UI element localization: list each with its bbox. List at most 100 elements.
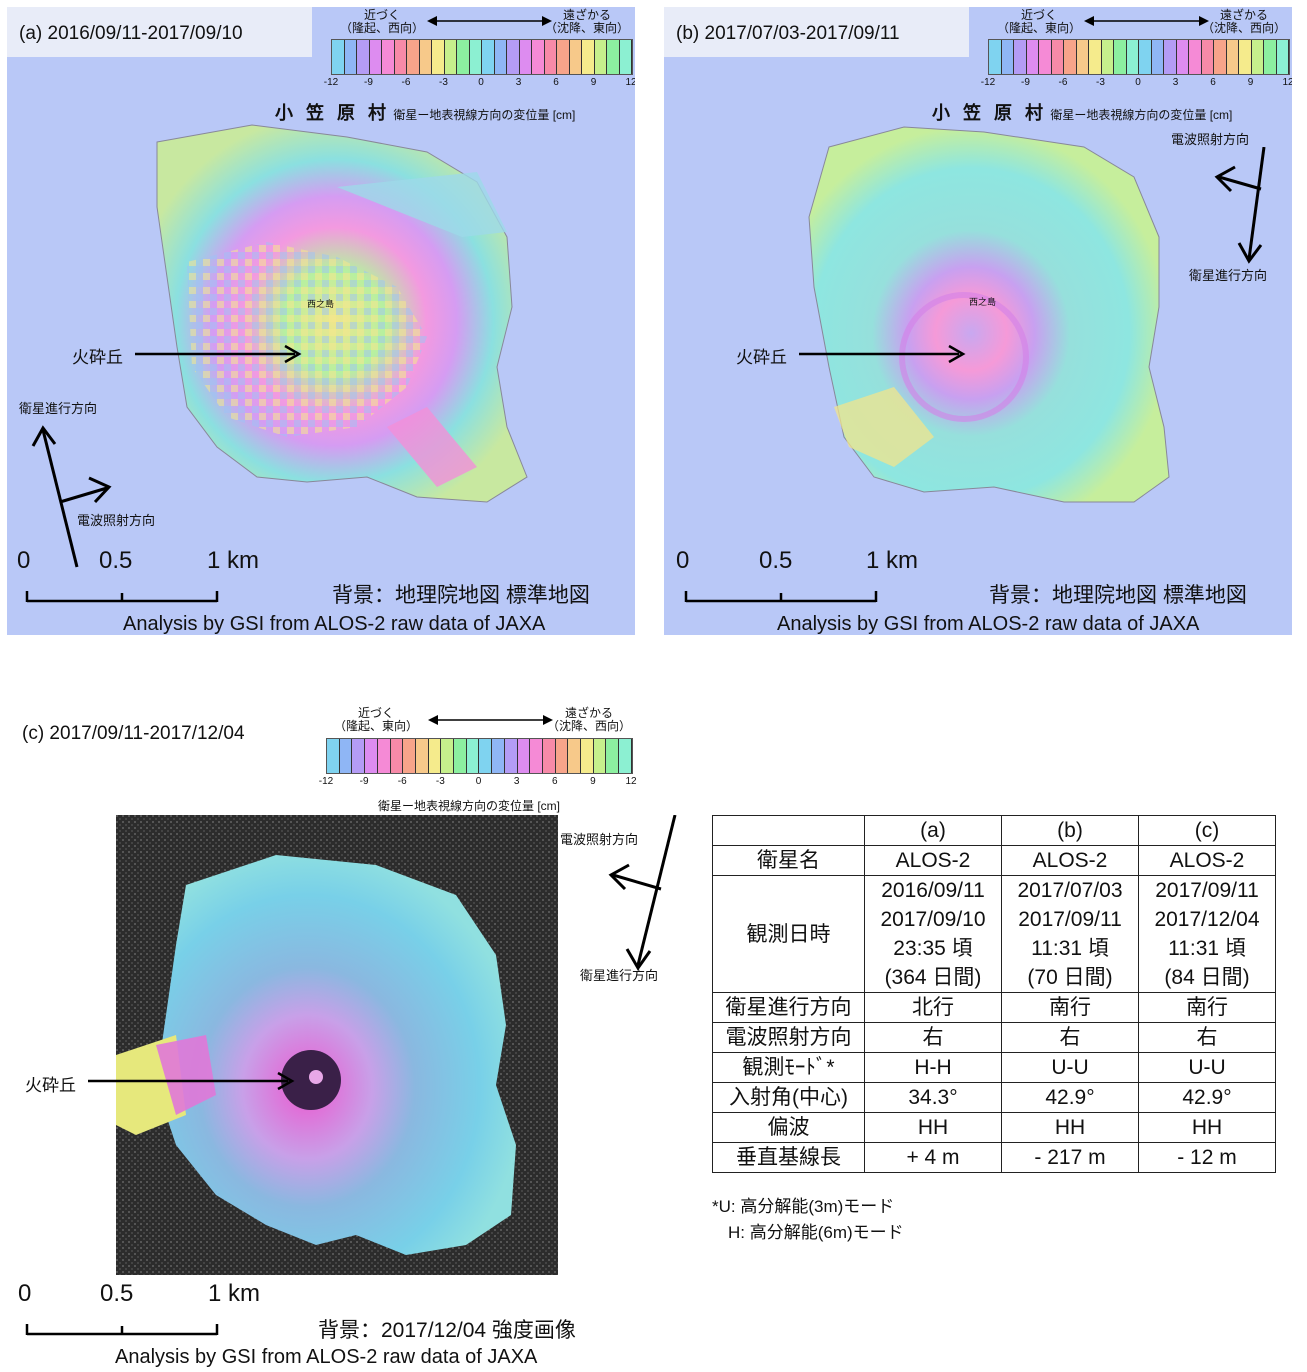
colorbar-swatch <box>530 739 543 773</box>
scale-bar-c <box>25 1324 219 1336</box>
scale-half: 0.5 <box>100 1280 134 1307</box>
look-label-c: 電波照射方向 <box>560 832 639 847</box>
heading-label-c: 衛星進行方向 <box>580 968 659 983</box>
colorbar-swatch <box>332 40 345 74</box>
orbit-direction-arrows <box>1214 147 1266 264</box>
colorbar-swatch <box>428 739 442 773</box>
colorbar-swatch <box>555 739 569 773</box>
colorbar-tick-label: -6 <box>401 77 411 88</box>
colorbar-near-label: 近づく （隆起、西向） <box>339 8 424 35</box>
colorbar-a: 近づく （隆起、西向） 遠ざかる （沈降、東向） -12 -9 -6 -3 0 3 6 9 12 <box>322 7 635 125</box>
colorbar-swatch <box>382 40 395 74</box>
colorbar-tick-label: -3 <box>435 776 445 787</box>
colorbar-swatch <box>606 739 620 773</box>
colorbar-swatch <box>357 40 370 74</box>
colorbar-tick-label: -12 <box>323 77 339 88</box>
colorbar-swatch <box>568 739 582 773</box>
table-row: 観測ﾓｰﾄﾞ* H-H U-U U-U <box>712 1052 1276 1083</box>
colorbar-swatch <box>454 739 467 773</box>
background-source-b: 背景：地理院地図 標準地図 <box>989 584 1247 607</box>
colorbar-swatch <box>594 40 607 74</box>
colorbar-tick-label: 9 <box>590 77 597 88</box>
credit-b: Analysis by GSI from ALOS-2 raw data of … <box>777 613 1200 635</box>
colorbar-swatch <box>519 40 532 74</box>
double-arrow-icon <box>427 16 552 26</box>
colorbar-swatch <box>1064 40 1077 74</box>
colorbar-far-label: 遠ざかる （沈降、西向） <box>546 706 631 733</box>
colorbar-swatch <box>517 739 531 773</box>
scale-zero: 0 <box>676 547 690 574</box>
colorbar-swatch <box>369 40 382 74</box>
scale-half: 0.5 <box>99 547 133 574</box>
scale-one: 1 km <box>208 1280 261 1307</box>
scale-zero: 0 <box>18 1280 32 1307</box>
heading-label-a: 衛星進行方向 <box>19 401 98 416</box>
feature-pointer-arrow <box>135 344 302 364</box>
panel-title-a: (a) 2016/09/11-2017/09/10 <box>19 23 243 44</box>
colorbar-tick-label: -9 <box>1021 77 1030 88</box>
colorbar-swatch <box>444 40 457 74</box>
colorbar-tick-label: 6 <box>1210 77 1216 88</box>
colorbar-tick-label: -3 <box>439 77 448 88</box>
colorbar-swatch <box>1151 40 1164 74</box>
colorbar-swatch <box>1276 40 1289 74</box>
scale-one: 1 km <box>866 547 919 574</box>
colorbar-tick-label: 0 <box>1135 77 1141 88</box>
look-label-a: 電波照射方向 <box>77 513 156 528</box>
colorbar-tick-label: -6 <box>1058 77 1068 88</box>
colorbar-tick-label: 6 <box>551 776 558 787</box>
scale-bar-a <box>25 591 219 603</box>
colorbar-tick-label: -9 <box>364 77 373 88</box>
colorbar-swatch <box>1201 40 1214 74</box>
orbit-direction-arrows <box>31 425 112 568</box>
scale-half: 0.5 <box>759 547 793 574</box>
map-caption-c: 衛星ー地表視線方向の変位量 [cm] <box>378 799 560 813</box>
colorbar-strip <box>326 738 633 774</box>
row-label: 偏波 <box>712 1112 865 1143</box>
credit-c: Analysis by GSI from ALOS-2 raw data of … <box>115 1346 538 1368</box>
colorbar-swatch <box>1226 40 1239 74</box>
colorbar-swatch <box>1189 40 1202 74</box>
table-row: 衛星進行方向 北行 南行 南行 <box>712 992 1276 1023</box>
row-label: 観測ﾓｰﾄﾞ* <box>712 1052 865 1083</box>
colorbar-swatch <box>419 40 432 74</box>
colorbar-swatch <box>504 739 518 773</box>
colorbar-swatch <box>1214 40 1227 74</box>
table-header-cell: (b) <box>1001 815 1139 846</box>
colorbar-swatch <box>607 40 620 74</box>
colorbar-swatch <box>339 739 353 773</box>
colorbar-swatch <box>390 739 404 773</box>
colorbar-swatch <box>394 40 407 74</box>
title-box-a <box>7 7 312 57</box>
feature-pointer-arrow <box>799 344 966 364</box>
colorbar-near-label: 近づく （隆起、東向） <box>333 706 418 733</box>
double-arrow-icon <box>1084 16 1209 26</box>
colorbar-swatch <box>507 40 520 74</box>
row-label: 入射角(中心) <box>712 1082 865 1113</box>
colorbar-swatch <box>582 40 595 74</box>
background-source-a: 背景：地理院地図 標準地図 <box>332 584 590 607</box>
look-label-b: 電波照射方向 <box>1171 132 1250 147</box>
colorbar-swatch <box>1014 40 1027 74</box>
colorbar-tick-label: -3 <box>1096 77 1105 88</box>
colorbar-swatch <box>1239 40 1252 74</box>
colorbar-swatch <box>1164 40 1177 74</box>
table-row: 垂直基線長 + 4 m - 217 m - 12 m <box>712 1142 1276 1173</box>
colorbar-tick-label: 3 <box>515 77 522 88</box>
colorbar-swatch <box>482 40 495 74</box>
colorbar-swatch <box>1139 40 1152 74</box>
colorbar-tick-label: 0 <box>475 776 482 787</box>
interferogram-map-b <box>808 126 1170 503</box>
colorbar-far-label: 遠ざかる （沈降、東向） <box>544 8 629 35</box>
table-row: 衛星名 ALOS-2 ALOS-2 ALOS-2 <box>712 845 1276 876</box>
table-row: 電波照射方向 右 右 右 <box>712 1022 1276 1053</box>
colorbar-tick-label: -12 <box>318 776 334 787</box>
row-label: 衛星名 <box>712 845 865 876</box>
scale-one: 1 km <box>207 547 260 574</box>
table-header-cell: (c) <box>1138 815 1276 846</box>
credit-a: Analysis by GSI from ALOS-2 raw data of … <box>123 613 546 635</box>
panel-b: (b) 2017/07/03-2017/09/11 近づく （隆起、東向） 遠ざか… <box>664 7 1292 635</box>
table-header-cell: (a) <box>864 815 1002 846</box>
row-label: 電波照射方向 <box>712 1022 865 1053</box>
island-c <box>156 855 516 1255</box>
